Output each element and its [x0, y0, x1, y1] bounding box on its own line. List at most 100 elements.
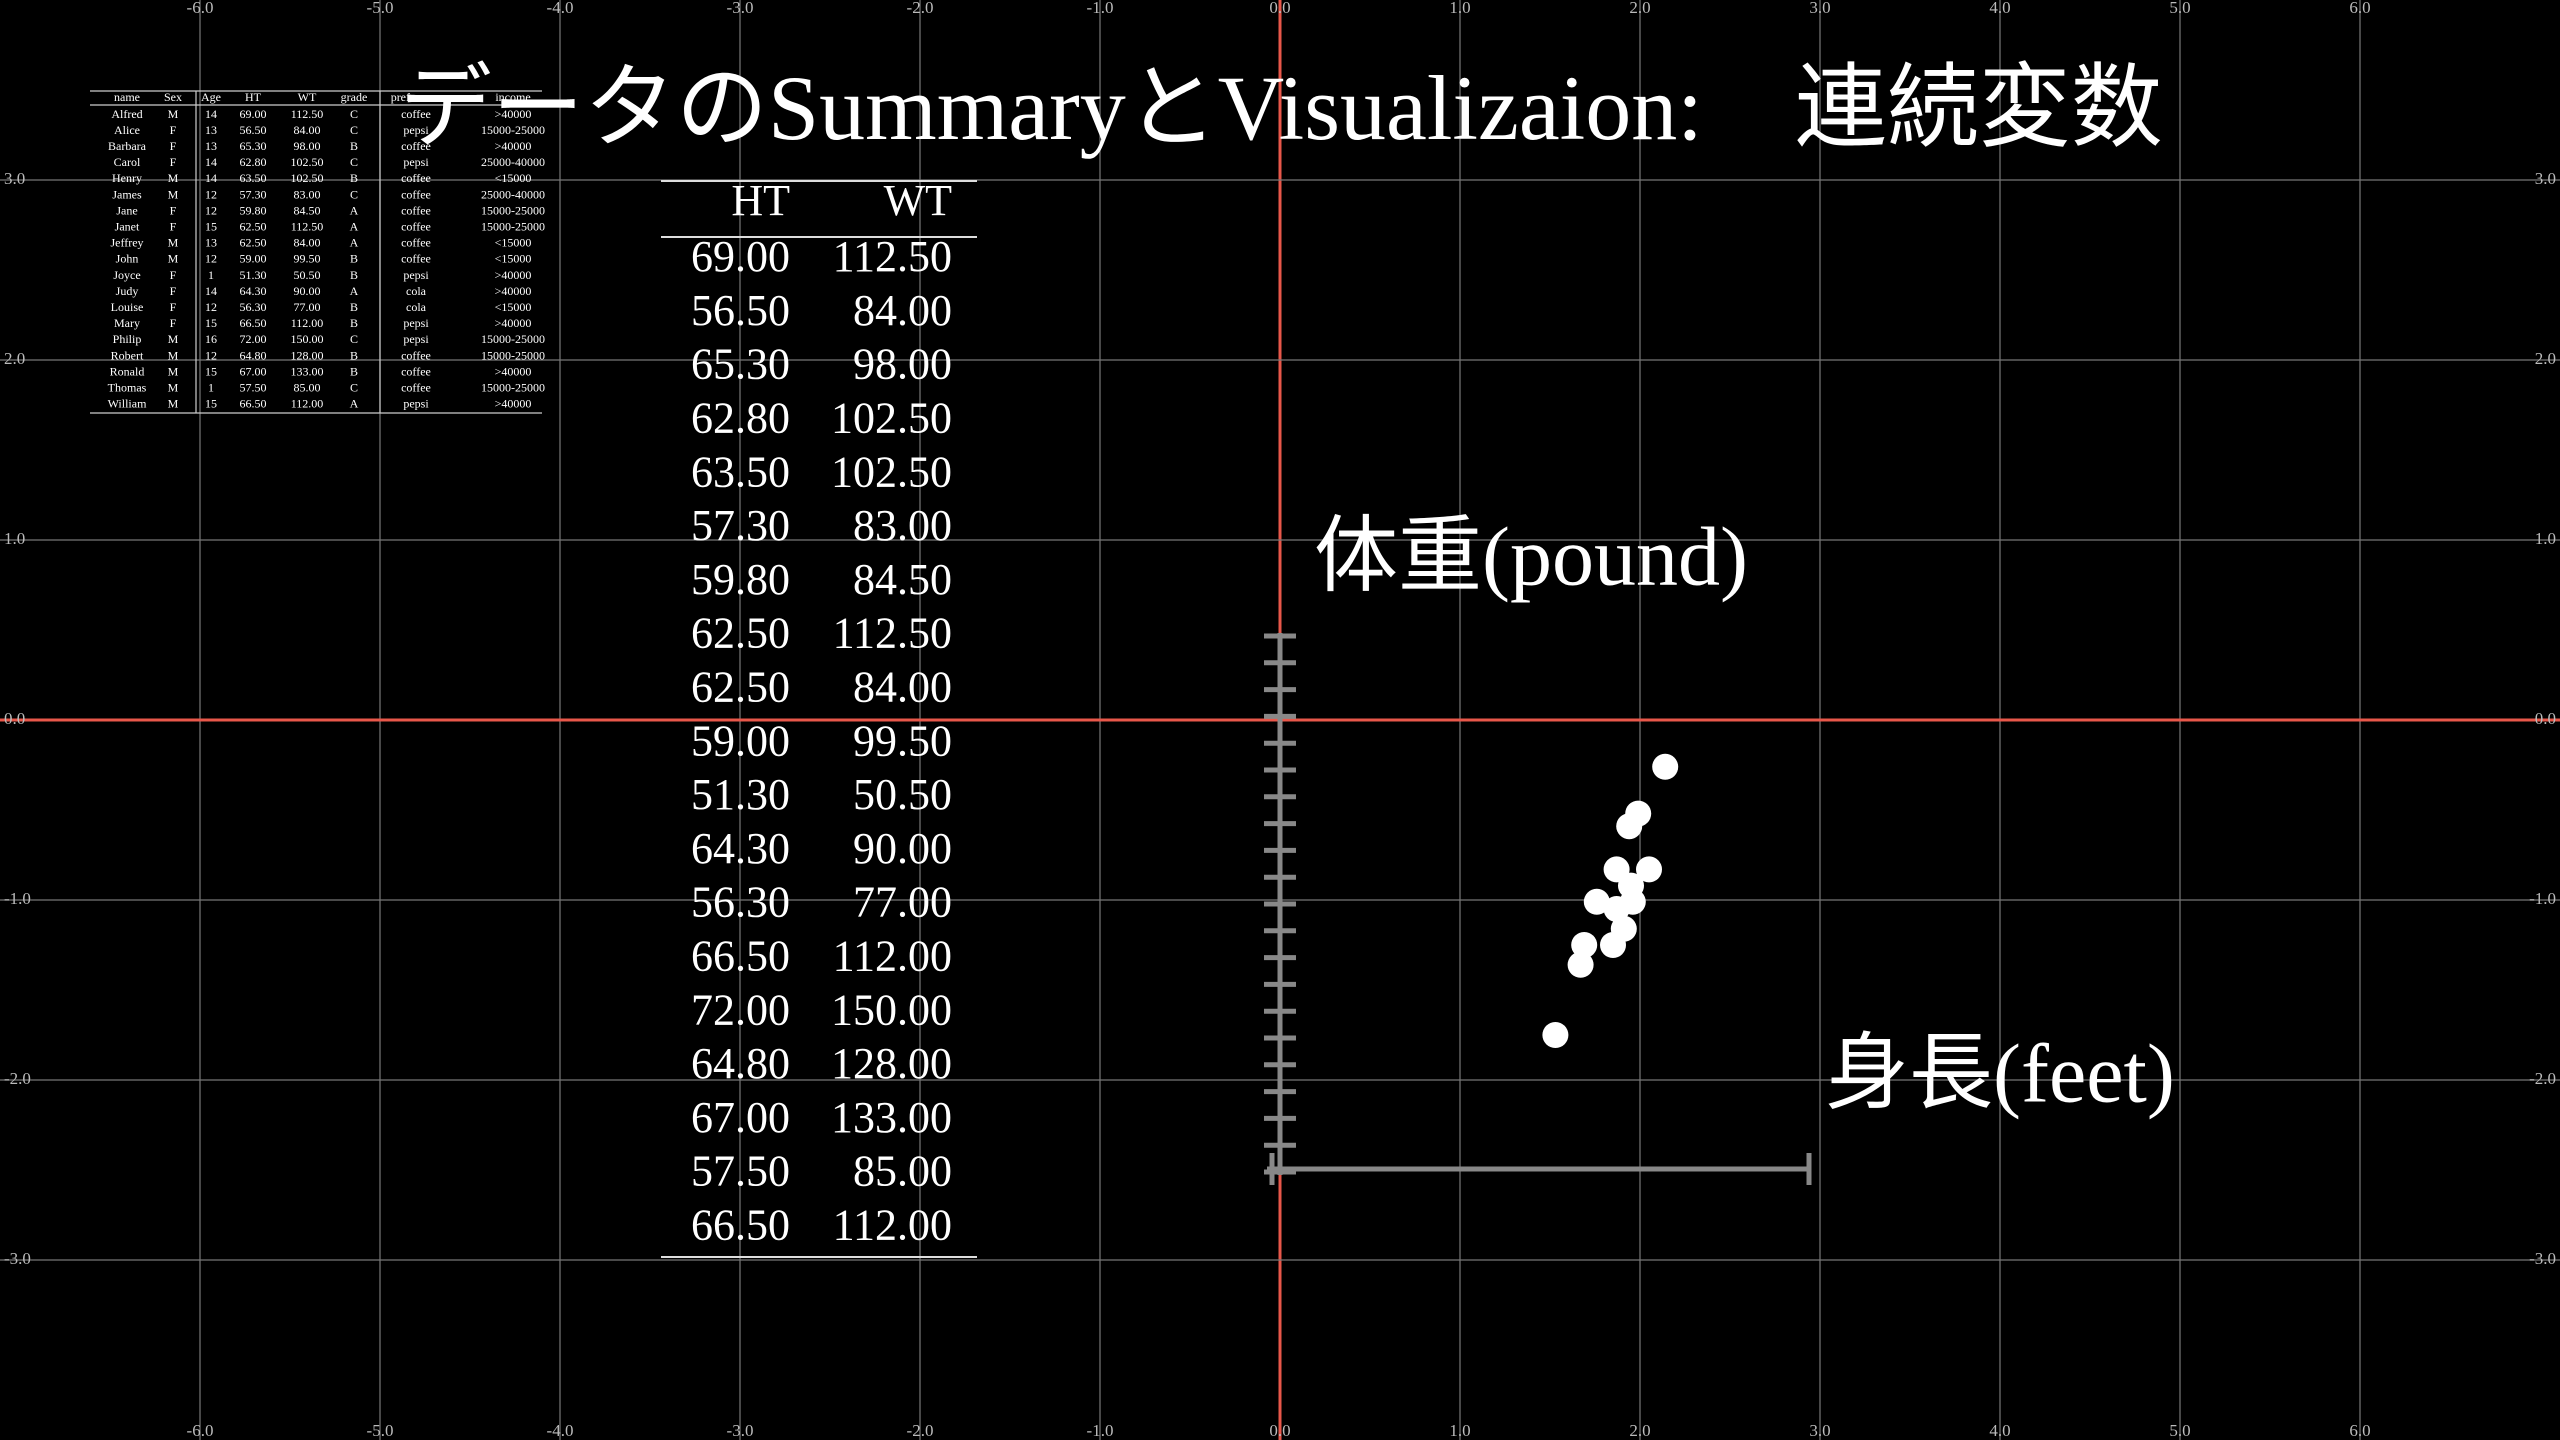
small-table-cell: C	[350, 187, 358, 201]
small-table-cell: 84.50	[294, 203, 321, 217]
table-cell: 59.00	[691, 716, 790, 765]
small-table-cell: 57.50	[240, 380, 267, 394]
small-table-cell: 15	[205, 316, 217, 330]
small-table-cell: coffee	[401, 364, 431, 378]
small-table-cell: M	[168, 236, 179, 250]
small-table-cell: A	[350, 284, 359, 298]
scatter-point	[1603, 896, 1630, 922]
small-table-cell: F	[170, 155, 177, 169]
table-cell: 62.80	[691, 393, 790, 442]
x-tick-label: 0.0	[1269, 0, 1290, 17]
content: name Sex Age HT WT grade preference income Alfre…	[90, 57, 2175, 1258]
small-table-cell: B	[350, 252, 358, 266]
small-table-cell: 64.30	[240, 284, 267, 298]
small-table-cell: <15000	[495, 300, 532, 314]
x-tick-label: 0.0	[1269, 1421, 1290, 1440]
small-table-cell: 128.00	[291, 348, 324, 362]
small-table-cell: >40000	[495, 268, 532, 282]
small-table-cell: Alice	[114, 123, 140, 137]
small-table-header: grade	[341, 90, 368, 104]
small-table-cell: 57.30	[240, 187, 267, 201]
small-table-cell: 14	[205, 155, 217, 169]
table-cell: 57.50	[691, 1147, 790, 1196]
table-cell: 84.50	[853, 555, 952, 604]
small-table-cell: coffee	[401, 107, 431, 121]
table-cell: 84.00	[853, 286, 952, 335]
small-table-cell: M	[168, 107, 179, 121]
small-table-cell: >40000	[495, 397, 532, 411]
y-tick-label: 2.0	[4, 349, 25, 368]
x-tick-label: -1.0	[1087, 0, 1114, 17]
small-table-cell: 84.00	[294, 123, 321, 137]
x-tick-label: -3.0	[727, 1421, 754, 1440]
small-table-cell: coffee	[401, 171, 431, 185]
scale-bars	[1264, 633, 1812, 1185]
table-cell: 66.50	[691, 1200, 790, 1249]
small-table-cell: B	[350, 300, 358, 314]
table-cell: 64.30	[691, 824, 790, 873]
small-table-cell: 62.80	[240, 155, 267, 169]
small-table-header: preference	[391, 90, 442, 104]
y-tick-label: 3.0	[4, 169, 25, 188]
small-table-cell: 14	[205, 171, 217, 185]
small-table-cell: James	[112, 187, 142, 201]
y-tick-label: -3.0	[4, 1249, 31, 1268]
y-tick-label: -3.0	[2529, 1249, 2556, 1268]
small-table-cell: 112.50	[291, 107, 324, 121]
small-table-cell: coffee	[401, 187, 431, 201]
table-cell: 128.00	[831, 1039, 952, 1088]
small-table-cell: M	[168, 397, 179, 411]
y-tick-label: -2.0	[4, 1069, 31, 1088]
small-table-cell: 63.50	[240, 171, 267, 185]
table-header: HT	[731, 176, 790, 225]
x-tick-label: -6.0	[187, 1421, 214, 1440]
x-tick-label: 1.0	[1449, 1421, 1470, 1440]
small-table-cell: C	[350, 332, 358, 346]
small-table-cell: B	[350, 268, 358, 282]
x-tick-label: 5.0	[2169, 0, 2190, 17]
table-cell: 102.50	[831, 393, 952, 442]
table-cell: 99.50	[853, 716, 952, 765]
table-cell: 50.50	[853, 770, 952, 819]
small-table-cell: 1	[208, 380, 214, 394]
table-cell: 85.00	[853, 1147, 952, 1196]
small-table-cell: 112.50	[291, 219, 324, 233]
small-table-cell: 50.50	[294, 268, 321, 282]
y-tick-label: 1.0	[2535, 529, 2556, 548]
small-table-cell: 12	[205, 203, 217, 217]
y-tick-label: -2.0	[2529, 1069, 2556, 1088]
small-table-cell: 90.00	[294, 284, 321, 298]
small-table-cell: Jeffrey	[110, 236, 143, 250]
x-tick-label: 6.0	[2349, 1421, 2370, 1440]
small-table-cell: M	[168, 380, 179, 394]
small-table-cell: William	[108, 397, 148, 411]
small-table-cell: 65.30	[240, 139, 267, 153]
y-tick-label: 3.0	[2535, 169, 2556, 188]
table-cell: 150.00	[831, 985, 952, 1034]
small-table-cell: 83.00	[294, 187, 321, 201]
small-table-cell: pepsi	[403, 123, 429, 137]
small-table-cell: Carol	[114, 155, 141, 169]
height-label: 身長(feet)	[1825, 1027, 2175, 1120]
small-table-cell: Alfred	[111, 107, 142, 121]
scatter-point	[1652, 753, 1679, 780]
x-tick-label: -2.0	[907, 1421, 934, 1440]
small-table-cell: pepsi	[403, 268, 429, 282]
table-header: WT	[884, 176, 953, 225]
small-table-cell: coffee	[401, 348, 431, 362]
small-table-cell: Thomas	[108, 380, 147, 394]
x-tick-label: 1.0	[1449, 0, 1470, 17]
small-table-cell: Judy	[116, 284, 139, 298]
small-table-cell: F	[170, 219, 177, 233]
table-cell: 65.30	[691, 340, 790, 389]
small-table-header: HT	[245, 90, 262, 104]
small-table-cell: B	[350, 316, 358, 330]
small-table-cell: 112.00	[291, 397, 324, 411]
small-table-cell: 56.30	[240, 300, 267, 314]
y-tick-label: -1.0	[4, 889, 31, 908]
table-cell: 98.00	[853, 340, 952, 389]
scatter-point	[1571, 932, 1598, 958]
small-table-cell: B	[350, 171, 358, 185]
small-table-header: Age	[201, 90, 221, 104]
